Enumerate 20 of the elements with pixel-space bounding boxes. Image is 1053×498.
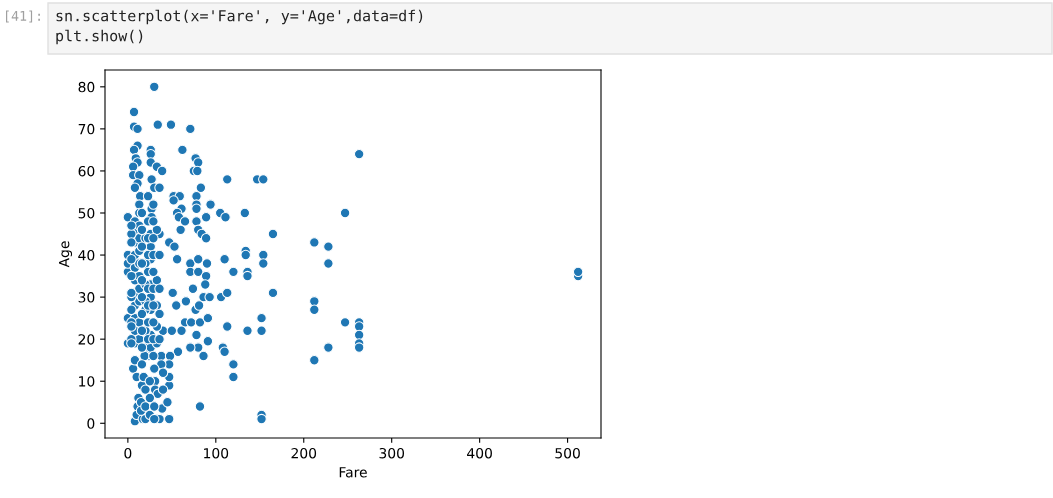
y-tick-label: 20 [78,334,95,345]
y-tick-label: 0 [87,418,95,429]
y-tick-label: 70 [78,123,95,135]
y-axis-title: Age [59,241,73,268]
x-tick-label: 200 [291,447,317,459]
y-tick-label: 60 [78,165,95,177]
text: [41]: [6,10,40,23]
y-tick-label: 50 [78,207,95,219]
x-axis-title: Fare [339,467,367,478]
x-tick-label: 0 [124,447,132,459]
x-tick-label: 500 [555,447,580,459]
x-tick-label: 300 [379,447,405,459]
x-tick-label: 100 [204,447,229,459]
y-tick-label: 80 [78,81,95,93]
y-tick-label: 10 [79,376,95,387]
y-tick-label: 40 [78,250,95,261]
x-tick-label: 400 [467,447,492,459]
y-tick-label: 30 [78,292,95,303]
text: sn.scatterplot(x='Fare', y='Age',data=df) [56,9,423,25]
text: plt.show() [56,29,143,45]
